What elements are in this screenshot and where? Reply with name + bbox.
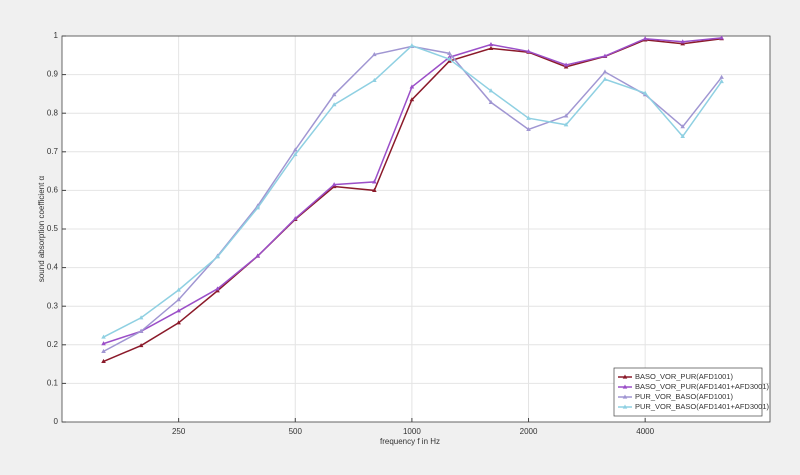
axes-frame (61, 35, 771, 423)
data-point (331, 102, 337, 107)
data-point (292, 152, 298, 157)
legend: BASO_VOR_PUR(AFD1001)BASO_VOR_PUR(AFD140… (613, 367, 770, 417)
data-point (292, 216, 298, 221)
data-point (488, 45, 494, 50)
data-point (215, 254, 220, 259)
data-point (602, 76, 608, 81)
data-point (255, 205, 261, 210)
y-tick-label: 0.7 (47, 147, 59, 156)
legend-label: PUR_VOR_BASO(AFD1401+AFD3001) (635, 402, 770, 411)
data-point (602, 53, 608, 58)
x-axis-label: frequency f in Hz (380, 437, 440, 446)
x-tick-label: 2000 (520, 427, 538, 436)
data-point (488, 41, 494, 47)
data-point (409, 84, 415, 89)
data-point (138, 315, 144, 320)
y-tick-label: 0.9 (47, 70, 59, 79)
legend-marker (622, 374, 628, 379)
data-point (101, 348, 106, 353)
y-tick-label: 0.3 (47, 301, 59, 310)
data-point (331, 92, 337, 97)
data-point (372, 77, 377, 82)
data-point (642, 36, 648, 41)
data-point (409, 43, 415, 48)
data-point (409, 97, 415, 102)
data-point (680, 39, 686, 44)
legend-marker (622, 384, 628, 389)
data-point (526, 115, 531, 120)
data-point (719, 35, 724, 40)
data-point (176, 308, 181, 313)
legend-marker (622, 394, 628, 399)
x-tick-label: 500 (289, 427, 303, 436)
data-point (680, 133, 686, 138)
data-point (602, 69, 608, 74)
y-tick-label: 0.4 (47, 263, 59, 272)
y-tick-label: 0.6 (47, 186, 59, 195)
data-point (447, 56, 452, 61)
x-tick-label: 4000 (636, 427, 654, 436)
data-point (255, 253, 261, 258)
data-point (488, 99, 494, 104)
y-tick-label: 0.8 (47, 108, 59, 117)
y-tick-label: 1 (54, 31, 59, 40)
x-tick-label: 250 (172, 427, 186, 436)
data-point (331, 182, 337, 187)
legend-label: BASO_VOR_PUR(AFD1001) (635, 372, 733, 381)
legend-label: BASO_VOR_PUR(AFD1401+AFD3001) (635, 382, 770, 391)
data-point (680, 124, 686, 129)
data-point (372, 187, 377, 192)
data-point (488, 88, 494, 93)
y-tick-label: 0.1 (47, 379, 59, 388)
data-point (563, 113, 569, 118)
data-point (138, 343, 144, 348)
y-tick-label: 0.5 (47, 224, 59, 233)
data-point (447, 50, 452, 55)
data-point (176, 320, 181, 325)
data-point (526, 48, 531, 54)
legend-box (613, 367, 763, 417)
data-point (176, 287, 181, 292)
data-point (215, 286, 220, 291)
y-tick-label: 0 (54, 417, 59, 426)
data-point (563, 62, 569, 67)
data-point (372, 179, 377, 184)
data-point (101, 334, 106, 339)
data-point (101, 341, 106, 346)
y-tick-label: 0.2 (47, 340, 59, 349)
data-point (138, 328, 144, 333)
data-point (526, 126, 531, 132)
data-point (372, 52, 377, 57)
data-point (719, 79, 724, 84)
legend-label: PUR_VOR_BASO(AFD1001) (635, 392, 733, 401)
x-tick-label: 1000 (403, 427, 421, 436)
data-point (719, 74, 724, 79)
data-point (563, 122, 569, 127)
data-point (176, 297, 181, 302)
data-point (642, 90, 648, 95)
legend-marker (622, 404, 628, 409)
data-point (292, 147, 298, 152)
data-point (101, 358, 106, 363)
y-axis-label: sound absorption coefficient α (37, 175, 46, 282)
